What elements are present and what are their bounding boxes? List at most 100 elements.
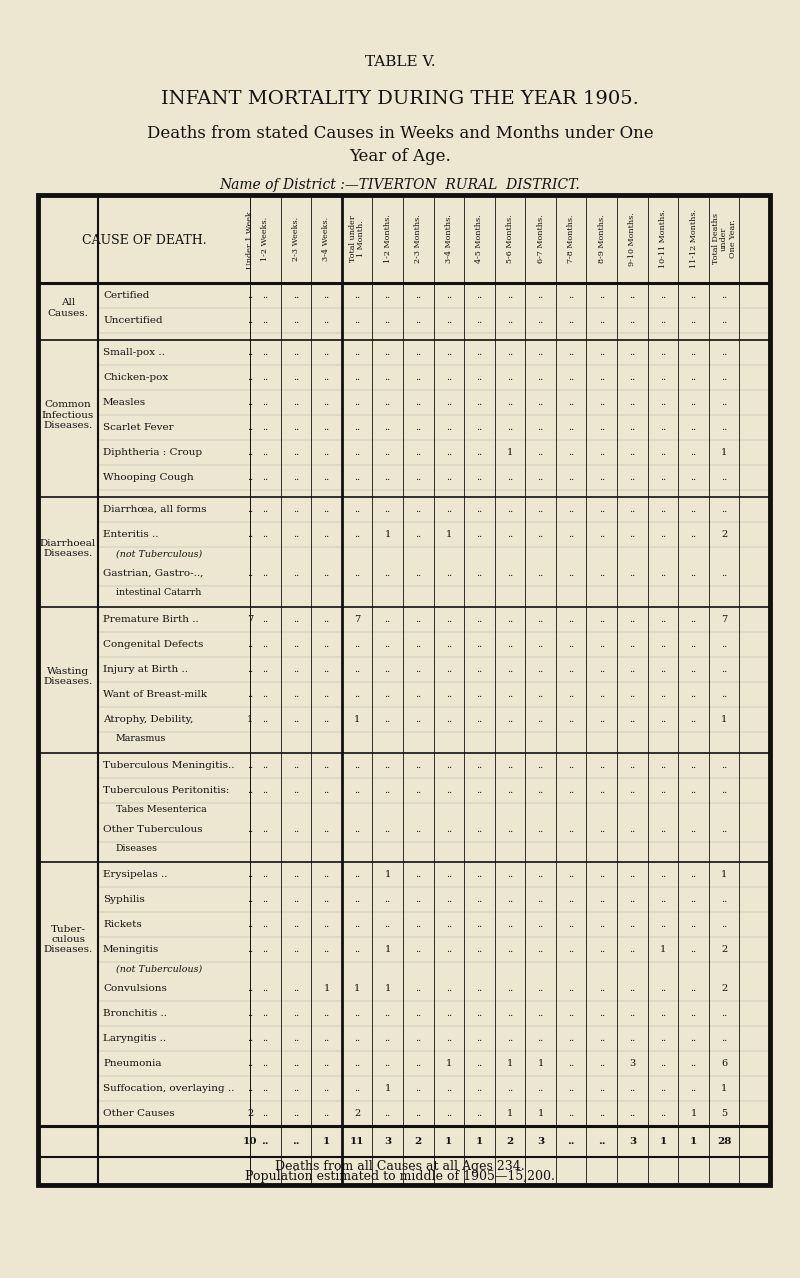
Text: ..: .. (568, 348, 574, 357)
Text: ..: .. (568, 665, 574, 674)
Text: ..: .. (690, 946, 697, 955)
Text: 1: 1 (354, 714, 360, 723)
Text: ..: .. (476, 984, 482, 993)
Text: ..: .. (476, 1059, 482, 1068)
Text: ..: .. (415, 348, 422, 357)
Text: ..: .. (262, 665, 269, 674)
Text: ..: .. (721, 920, 727, 929)
Text: ..: .. (598, 1085, 605, 1094)
Text: ..: .. (721, 824, 727, 833)
Text: ..: .. (415, 449, 422, 458)
Text: Other Causes: Other Causes (103, 1109, 174, 1118)
Text: ..: .. (323, 665, 330, 674)
Text: ..: .. (721, 690, 727, 699)
Text: ..: .. (507, 690, 513, 699)
Text: ..: .. (507, 423, 513, 432)
Text: ..: .. (262, 1085, 269, 1094)
Text: ..: .. (247, 896, 253, 905)
Text: ..: .. (247, 569, 253, 578)
Text: ..: .. (446, 316, 452, 325)
Text: ..: .. (690, 1059, 697, 1068)
Text: ..: .. (385, 665, 390, 674)
Text: Tuberculous Peritonitis:: Tuberculous Peritonitis: (103, 786, 230, 795)
Text: 28: 28 (717, 1137, 731, 1146)
Text: ..: .. (721, 640, 727, 649)
Text: ..: .. (385, 397, 390, 406)
Text: ..: .. (507, 505, 513, 514)
Text: ..: .. (598, 373, 605, 382)
Text: ..: .. (385, 1109, 390, 1118)
Text: ..: .. (660, 984, 666, 993)
Text: ..: .. (630, 760, 635, 769)
Text: ..: .. (323, 569, 330, 578)
Text: ..: .. (446, 984, 452, 993)
Text: ..: .. (660, 870, 666, 879)
Text: 4-5 Months.: 4-5 Months. (475, 215, 483, 263)
Text: ..: .. (415, 824, 422, 833)
Text: ..: .. (262, 984, 269, 993)
Text: ..: .. (293, 505, 299, 514)
Text: ..: .. (262, 505, 269, 514)
Text: ..: .. (293, 373, 299, 382)
Text: ..: .. (568, 1085, 574, 1094)
Text: ..: .. (323, 291, 330, 300)
Text: ..: .. (630, 870, 635, 879)
Text: ..: .. (630, 665, 635, 674)
Text: ..: .. (476, 397, 482, 406)
Text: 5: 5 (721, 1109, 727, 1118)
Text: ..: .. (262, 896, 269, 905)
Text: ..: .. (538, 690, 544, 699)
Text: ..: .. (262, 786, 269, 795)
Text: ..: .. (538, 640, 544, 649)
Text: ..: .. (247, 397, 253, 406)
Text: ..: .. (385, 569, 390, 578)
Text: ..: .. (476, 760, 482, 769)
Text: Uncertified: Uncertified (103, 316, 162, 325)
Text: ..: .. (247, 665, 253, 674)
Text: ..: .. (660, 1085, 666, 1094)
Text: Tuber-
culous
Diseases.: Tuber- culous Diseases. (43, 925, 93, 955)
Text: ..: .. (293, 348, 299, 357)
Text: 2: 2 (354, 1109, 360, 1118)
Text: ..: .. (507, 1085, 513, 1094)
Text: ..: .. (247, 505, 253, 514)
Text: 1: 1 (385, 1085, 390, 1094)
Text: ..: .. (293, 1034, 299, 1043)
Text: ..: .. (568, 824, 574, 833)
Text: ..: .. (262, 449, 269, 458)
Text: ..: .. (415, 373, 422, 382)
Text: ..: .. (446, 760, 452, 769)
Text: Want of Breast-milk: Want of Breast-milk (103, 690, 207, 699)
Text: ..: .. (598, 984, 605, 993)
Text: ..: .. (630, 984, 635, 993)
Text: ..: .. (247, 1034, 253, 1043)
Text: ..: .. (247, 423, 253, 432)
Text: ..: .. (476, 870, 482, 879)
Text: ..: .. (721, 760, 727, 769)
Text: Year of Age.: Year of Age. (349, 148, 451, 165)
Text: ..: .. (446, 348, 452, 357)
Text: ..: .. (415, 397, 422, 406)
Text: ..: .. (476, 690, 482, 699)
Text: ..: .. (385, 640, 390, 649)
Text: 2-3 Weeks.: 2-3 Weeks. (292, 217, 300, 261)
Text: Total Deaths
under
One Year.: Total Deaths under One Year. (711, 213, 737, 265)
Text: ..: .. (598, 1034, 605, 1043)
Text: 1: 1 (476, 1137, 483, 1146)
Text: ..: .. (690, 665, 697, 674)
Text: ..: .. (660, 316, 666, 325)
Text: ..: .. (446, 640, 452, 649)
Text: ..: .. (721, 505, 727, 514)
Text: ..: .. (323, 920, 330, 929)
Text: ..: .. (507, 920, 513, 929)
Text: ..: .. (598, 920, 605, 929)
Text: ..: .. (385, 1010, 390, 1019)
Text: 1: 1 (538, 1059, 544, 1068)
Text: ..: .. (476, 449, 482, 458)
Text: ..: .. (630, 896, 635, 905)
Text: ..: .. (476, 946, 482, 955)
Text: 1: 1 (721, 1085, 727, 1094)
Text: ..: .. (690, 397, 697, 406)
Text: ..: .. (538, 760, 544, 769)
Text: ..: .. (660, 690, 666, 699)
